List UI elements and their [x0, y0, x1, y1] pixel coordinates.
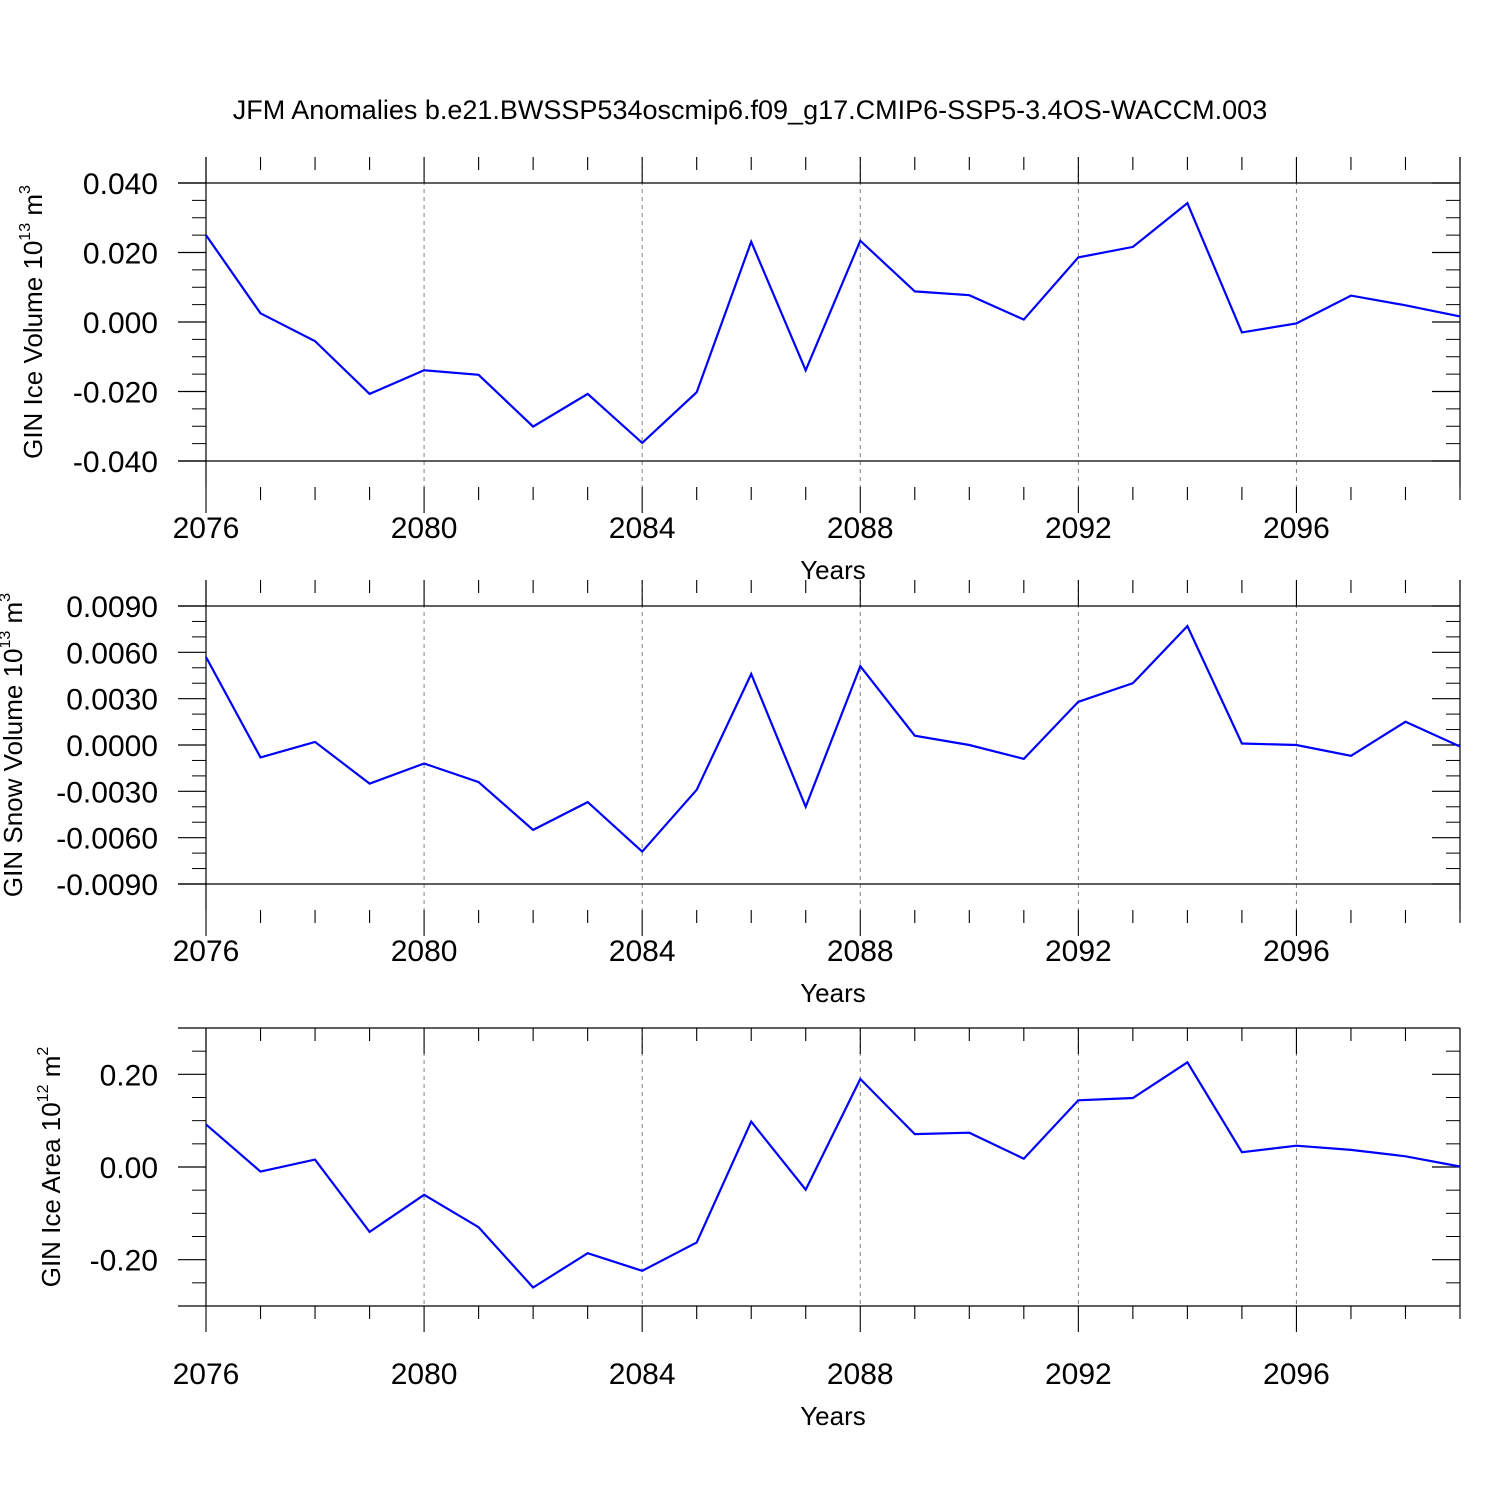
x-tick-label: 2096: [1263, 512, 1330, 545]
y-tick-label: -0.0060: [56, 823, 158, 856]
x-tick-label: 2088: [827, 935, 894, 968]
y-axis-label-text: GIN Snow Volume 10: [0, 649, 28, 898]
x-tick-label: 2084: [609, 1358, 676, 1391]
series-line: [205, 1060, 1461, 1289]
y-axis-label-exponent: 13: [0, 631, 14, 649]
y-tick-label: -0.0090: [56, 869, 158, 902]
x-axis-label: Years: [800, 1401, 866, 1431]
y-tick-label: -0.040: [73, 446, 158, 479]
x-tick-label: 2076: [173, 512, 240, 545]
y-tick-label: 0.00: [100, 1152, 158, 1185]
x-tick-label: 2096: [1263, 1358, 1330, 1391]
x-tick-label: 2080: [391, 1358, 458, 1391]
y-axis-label-unit: m: [18, 194, 48, 223]
y-axis-label-unit-exponent: 2: [35, 1047, 52, 1056]
y-tick-label: -0.020: [73, 377, 158, 410]
x-tick-label: 2080: [391, 935, 458, 968]
y-axis-label-unit-exponent: 3: [17, 185, 34, 194]
y-tick-label: 0.0000: [66, 730, 158, 763]
x-tick-label: 2084: [609, 512, 676, 545]
x-tick-label: 2088: [827, 1358, 894, 1391]
y-tick-label: 0.020: [83, 238, 158, 271]
x-tick-label: 2080: [391, 512, 458, 545]
chart-title: JFM Anomalies b.e21.BWSSP534oscmip6.f09_…: [233, 95, 1267, 125]
y-axis-label-exponent: 13: [17, 223, 34, 241]
x-tick-label: 2092: [1045, 512, 1112, 545]
y-tick-label: 0.040: [83, 168, 158, 201]
x-tick-label: 2076: [173, 1358, 240, 1391]
y-axis-label: GIN Ice Area 1012 m2: [35, 1047, 66, 1288]
x-tick-label: 2088: [827, 512, 894, 545]
y-tick-label: -0.0030: [56, 776, 158, 809]
x-tick-label: 2092: [1045, 935, 1112, 968]
y-axis-label-unit: m: [0, 602, 28, 631]
y-tick-label: 0.0090: [66, 591, 158, 624]
series-line: [205, 201, 1461, 445]
y-axis-label-text: GIN Ice Area 10: [36, 1102, 66, 1287]
panel-3: 0.20 0.00 -0.20 2076 2080 2084 2088 2092 2096 Yea…: [35, 1027, 1461, 1431]
y-axis-label-text: GIN Ice Volume 10: [18, 241, 48, 459]
y-axis-label: GIN Ice Volume 1013 m3: [17, 185, 48, 459]
x-tick-label: 2084: [609, 935, 676, 968]
x-tick-label: 2076: [173, 935, 240, 968]
x-tick-label: 2096: [1263, 935, 1330, 968]
y-axis-label: GIN Snow Volume 1013 m3: [0, 593, 28, 897]
y-axis-label-exponent: 12: [35, 1084, 52, 1102]
y-tick-label: 0.0030: [66, 684, 158, 717]
panel-2: 0.0090 0.0060 0.0030 0.0000 -0.0030 -0.0060 -0…: [0, 580, 1461, 1008]
panel-1: 0.040 0.020 0.000 -0.020 -0.040 2076 2080 2084 2…: [17, 157, 1461, 585]
y-tick-label: 0.000: [83, 307, 158, 340]
y-axis-label-unit-exponent: 3: [0, 593, 14, 602]
x-axis-label: Years: [800, 978, 866, 1008]
x-axis-label: Years: [800, 555, 866, 585]
y-tick-label: 0.0060: [66, 637, 158, 670]
y-axis-label-unit: m: [36, 1056, 66, 1085]
y-tick-label: -0.20: [90, 1245, 158, 1278]
x-tick-label: 2092: [1045, 1358, 1112, 1391]
y-tick-label: 0.20: [100, 1059, 158, 1092]
series-line: [205, 624, 1461, 854]
